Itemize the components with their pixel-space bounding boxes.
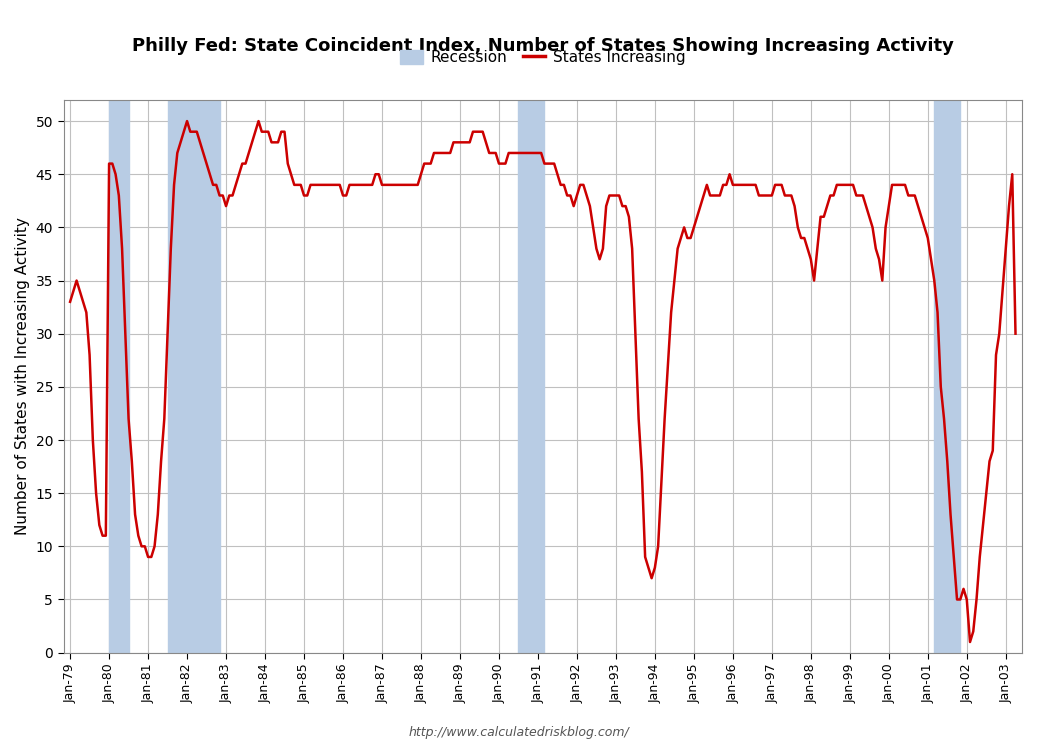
Bar xyxy=(109,100,129,653)
Bar xyxy=(168,100,220,653)
Legend: Recession, States Increasing: Recession, States Increasing xyxy=(394,44,692,71)
Title: Philly Fed: State Coincident Index, Number of States Showing Increasing Activity: Philly Fed: State Coincident Index, Numb… xyxy=(132,37,954,56)
Text: http://www.calculatedriskblog.com/: http://www.calculatedriskblog.com/ xyxy=(409,726,628,739)
Bar xyxy=(518,100,544,653)
Bar xyxy=(934,100,960,653)
Y-axis label: Number of States with Increasing Activity: Number of States with Increasing Activit… xyxy=(15,218,30,535)
